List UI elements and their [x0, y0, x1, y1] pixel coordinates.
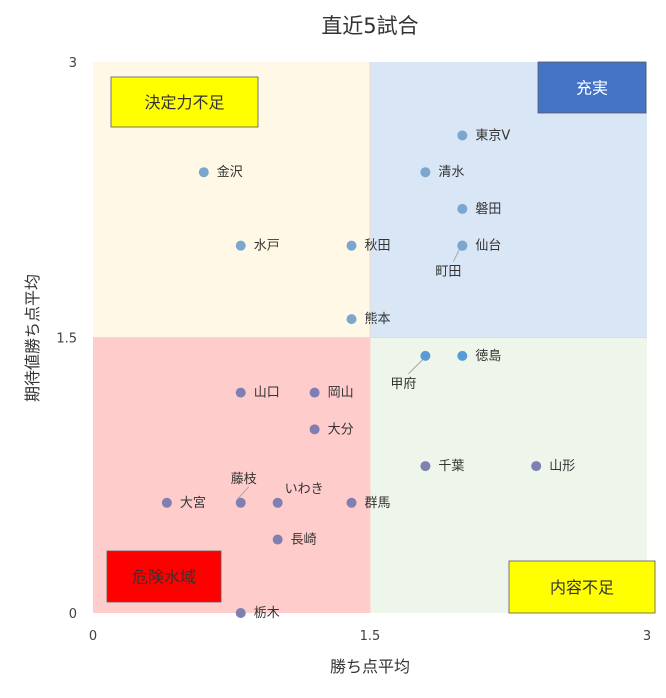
data-point-label: 清水	[438, 165, 464, 180]
data-point-label: 大宮	[180, 495, 206, 511]
data-point	[198, 167, 209, 178]
data-point	[531, 461, 542, 472]
x-tick-label: 3	[643, 629, 651, 644]
data-point	[420, 350, 431, 361]
data-point-label: 仙台	[475, 239, 501, 254]
label-leader-line	[237, 486, 250, 500]
data-point-label: 岡山	[328, 386, 354, 401]
data-point-label: 長崎	[291, 533, 317, 548]
quadrant-label-bottom-left: 危険水域	[132, 568, 196, 587]
data-point	[235, 608, 246, 618]
data-point	[235, 497, 246, 508]
data-point	[272, 497, 283, 508]
data-point-label: 町田	[435, 265, 461, 280]
data-point-label: 磐田	[475, 202, 501, 217]
data-point-label: 熊本	[365, 311, 391, 327]
data-point	[457, 240, 468, 251]
axis-ticks: 00 1.5 1.5 3 3	[56, 56, 651, 644]
data-point-label: 秋田	[365, 239, 391, 254]
quadrant-label-top-right: 充実	[576, 79, 608, 98]
data-point-label: 山口	[254, 386, 280, 401]
data-point-label: 大分	[328, 422, 354, 437]
y-tick-label: 1.5	[56, 332, 77, 347]
y-tick-label: 0	[69, 607, 77, 622]
data-point-label: 千葉	[438, 459, 464, 474]
data-point	[346, 314, 357, 325]
data-point	[457, 350, 468, 361]
data-point-label: 水戸	[254, 239, 280, 254]
data-point	[346, 497, 357, 508]
data-point	[309, 387, 320, 398]
data-point	[161, 497, 172, 508]
x-axis-label: 勝ち点平均	[330, 657, 410, 676]
data-point	[309, 424, 320, 435]
data-point-label: 金沢	[217, 164, 243, 180]
data-point-label: いわき	[285, 482, 324, 497]
quadrant-label-bottom-right: 内容不足	[550, 578, 614, 597]
quadrant-label-box-bottom-right	[508, 560, 656, 614]
label-leader-line	[452, 249, 460, 262]
quadrant-label-box-bottom-left	[106, 550, 222, 603]
quadrant-label-top-left: 決定力不足	[144, 93, 224, 112]
data-point	[235, 240, 246, 251]
y-axis-label: 期待値勝ち点平均	[23, 274, 42, 402]
data-point-label: 栃木	[254, 606, 280, 621]
data-point	[457, 130, 468, 141]
data-point-label: 東京V	[475, 127, 510, 143]
data-point	[457, 203, 468, 214]
x-tick-label: 0	[89, 629, 97, 644]
data-point-label: 山形	[549, 459, 575, 474]
quadrant-label-box-top-left	[110, 76, 259, 128]
data-point	[420, 461, 431, 472]
data-point	[235, 387, 246, 398]
data-point	[346, 240, 357, 251]
y-tick-label: 3	[69, 56, 77, 71]
data-point-label: 藤枝	[231, 472, 257, 487]
x-tick-label: 1.5	[360, 629, 381, 644]
label-leader-line	[408, 359, 423, 375]
data-point	[420, 167, 431, 178]
data-point	[272, 534, 283, 545]
quadrant-backgrounds	[93, 62, 647, 613]
quadrant-label-box-top-right	[537, 61, 647, 114]
chart-title: 直近5試合	[321, 14, 418, 38]
data-point-label: 徳島	[475, 349, 501, 364]
data-point-label: 群馬	[365, 496, 391, 511]
data-point-label: 甲府	[390, 377, 416, 392]
